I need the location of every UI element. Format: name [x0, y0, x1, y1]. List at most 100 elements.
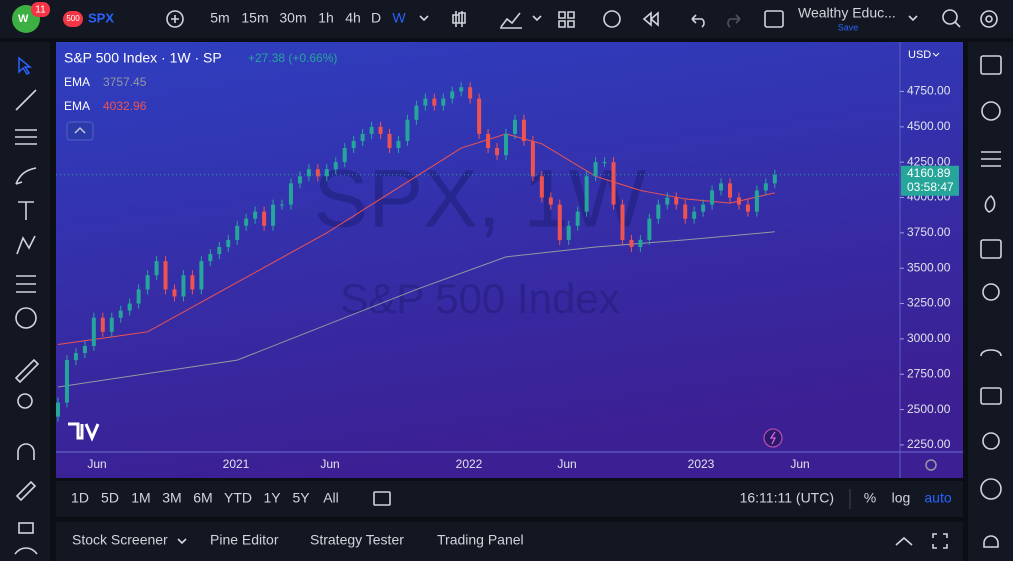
candle-body [109, 317, 114, 332]
candle-body [136, 289, 141, 304]
interval[interactable]: 15m [241, 10, 268, 26]
panel-tab[interactable]: Strategy Tester [310, 532, 404, 548]
tv-logo-mark[interactable] [68, 422, 100, 442]
streams-icon[interactable] [980, 349, 1002, 357]
ruler-tool[interactable] [14, 358, 40, 384]
icons-tool[interactable] [15, 307, 37, 329]
left-toolbar [0, 42, 50, 561]
watchlist-icon[interactable] [980, 55, 1002, 75]
brush-tool[interactable] [15, 167, 37, 185]
interval[interactable]: 4h [345, 10, 361, 26]
add-symbol-icon[interactable] [166, 10, 184, 28]
interval[interactable]: 5m [210, 10, 229, 26]
lock-drawing-tool[interactable] [15, 480, 37, 502]
tv-logo[interactable] [66, 418, 70, 440]
symbol[interactable]: SPX [88, 10, 114, 25]
interval[interactable]: W [392, 10, 406, 26]
search-icon[interactable] [942, 9, 958, 25]
legend-value: 3757.45 [103, 75, 147, 89]
cursor-tool[interactable] [18, 56, 33, 75]
candle-body [190, 275, 195, 290]
candle-body [73, 353, 78, 361]
candle-body [647, 218, 652, 240]
y-tick-label: 4500.00 [907, 119, 951, 133]
replay-icon[interactable] [642, 11, 659, 27]
x-tick-label: Jun [87, 457, 106, 471]
currency-dropdown[interactable] [932, 52, 940, 57]
layout-dropdown[interactable] [908, 15, 918, 22]
notification-badge: 11 [35, 5, 46, 16]
range-button[interactable]: 1Y [263, 490, 281, 506]
interval[interactable]: 30m [279, 10, 306, 26]
chart-type-icon[interactable] [452, 11, 466, 27]
range-button[interactable]: 1D [71, 490, 89, 506]
alert-icon[interactable] [603, 10, 621, 28]
save-label[interactable]: Save [838, 22, 859, 32]
undo-icon[interactable] [691, 14, 705, 28]
candle-body [521, 119, 526, 141]
candle-body [235, 225, 240, 240]
range-button[interactable]: All [323, 490, 339, 506]
candle-body [459, 87, 464, 92]
indicators-icon[interactable] [500, 12, 522, 29]
interval-dropdown[interactable] [419, 15, 429, 22]
broadcast-icon[interactable] [982, 432, 1000, 450]
maximize-panel[interactable] [932, 533, 948, 549]
fib-tool[interactable] [15, 129, 37, 145]
range-button[interactable]: 5Y [292, 490, 310, 506]
collapse-panel[interactable] [895, 536, 913, 546]
percent-toggle[interactable]: % [864, 490, 876, 506]
calendar-icon[interactable] [980, 239, 1002, 259]
redo-icon [727, 14, 741, 28]
data-window-icon[interactable] [981, 151, 1001, 167]
interval[interactable]: 1h [318, 10, 334, 26]
trendline-tool[interactable] [15, 89, 37, 111]
interval[interactable]: D [371, 10, 381, 26]
auto-toggle[interactable]: auto [924, 490, 951, 506]
collapse-legend[interactable] [66, 121, 94, 141]
panel-tab[interactable]: Trading Panel [437, 532, 524, 548]
range-button[interactable]: 1M [131, 490, 150, 506]
candle-body [351, 140, 356, 149]
y-tick-label: 3500.00 [907, 260, 951, 274]
layout-name[interactable]: Wealthy Educ... [798, 5, 896, 21]
prediction-tool[interactable] [16, 275, 36, 293]
right-sidebar [968, 42, 1013, 561]
lock-tool[interactable] [18, 522, 34, 534]
screener-dropdown[interactable] [177, 538, 187, 545]
notifications-icon[interactable] [983, 535, 999, 548]
candle-body [745, 204, 750, 212]
candle-body [772, 174, 777, 184]
panel-tab[interactable]: Pine Editor [210, 532, 279, 548]
fullscreen-layout-icon[interactable] [764, 10, 784, 28]
candle-body [262, 211, 267, 226]
settings-icon[interactable] [980, 10, 998, 28]
indicators-dropdown[interactable] [532, 15, 542, 22]
date-range-icon[interactable] [373, 491, 391, 506]
range-button[interactable]: 5D [101, 490, 119, 506]
range-button[interactable]: 3M [162, 490, 181, 506]
replay-panel-icon[interactable] [980, 478, 1002, 500]
log-toggle[interactable]: log [892, 490, 911, 506]
hide-tool[interactable] [14, 547, 38, 555]
chats-icon[interactable] [980, 387, 1002, 405]
alerts-icon[interactable] [981, 101, 1001, 121]
candle-body [154, 261, 159, 276]
axis-settings[interactable] [925, 459, 937, 471]
pattern-tool[interactable] [16, 235, 36, 255]
y-tick-label: 3000.00 [907, 331, 951, 345]
candle-body [495, 148, 500, 156]
range-button[interactable]: 6M [193, 490, 212, 506]
zoom-tool[interactable] [17, 393, 33, 409]
text-tool[interactable] [18, 201, 34, 220]
interval-group: 5m 15m 30m 1h 4h D W [210, 10, 406, 26]
hotlist-icon[interactable] [984, 194, 996, 213]
magnet-tool[interactable] [17, 443, 35, 460]
range-button[interactable]: YTD [224, 490, 252, 506]
ideas-icon[interactable] [982, 283, 1000, 301]
panel-tab[interactable]: Stock Screener [72, 532, 168, 548]
layouts-icon[interactable] [558, 11, 575, 28]
currency[interactable]: USD [908, 49, 931, 61]
candle-body [450, 91, 455, 99]
